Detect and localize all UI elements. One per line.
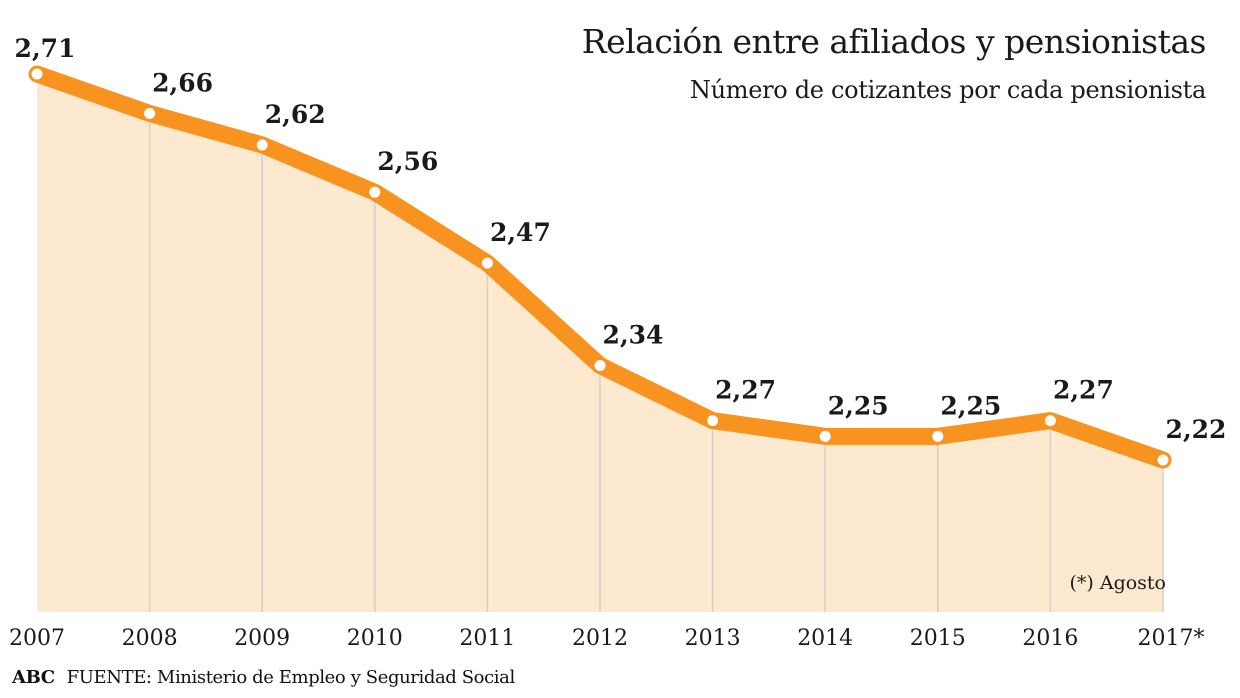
data-point — [1156, 453, 1170, 467]
data-label: 2,71 — [15, 34, 76, 63]
x-tick-label: 2008 — [122, 626, 178, 651]
source-label: FUENTE: Ministerio de Empleo y Seguridad… — [66, 667, 516, 688]
data-label: 2,34 — [603, 320, 664, 349]
data-label: 2,22 — [1166, 415, 1227, 444]
data-point — [143, 106, 157, 120]
data-label: 2,56 — [377, 147, 438, 176]
x-tick-label: 2012 — [572, 626, 628, 651]
x-tick-label: 2014 — [797, 626, 853, 651]
chart-footnote: (*) Agosto — [1069, 572, 1166, 594]
data-point — [368, 185, 382, 199]
data-point — [706, 414, 720, 428]
x-tick-label: 2013 — [685, 626, 741, 651]
chart-title: Relación entre afiliados y pensionistas — [581, 22, 1207, 61]
data-label: 2,25 — [940, 391, 1001, 420]
data-label: 2,25 — [828, 391, 889, 420]
source-footer: ABC FUENTE: Ministerio de Empleo y Seguri… — [12, 667, 515, 688]
x-tick-label: 2010 — [347, 626, 403, 651]
area-fill — [37, 74, 1163, 612]
data-point — [1043, 414, 1057, 428]
x-tick-label: 2009 — [234, 626, 290, 651]
data-label: 2,62 — [265, 100, 326, 129]
data-point — [818, 429, 832, 443]
data-label: 2,27 — [1053, 376, 1114, 405]
data-label: 2,66 — [152, 68, 213, 97]
data-point — [255, 138, 269, 152]
data-label: 2,27 — [715, 376, 776, 405]
x-tick-label: 2017* — [1138, 626, 1205, 651]
data-point — [480, 256, 494, 270]
brand-label: ABC — [12, 667, 55, 688]
x-tick-label: 2016 — [1022, 626, 1078, 651]
data-label: 2,47 — [490, 218, 551, 247]
data-point — [593, 358, 607, 372]
chart-subtitle: Número de cotizantes por cada pensionist… — [689, 76, 1206, 104]
x-tick-label: 2015 — [910, 626, 966, 651]
x-tick-label: 2007 — [9, 626, 65, 651]
x-tick-label: 2011 — [459, 626, 515, 651]
data-point — [30, 67, 44, 81]
data-point — [931, 429, 945, 443]
